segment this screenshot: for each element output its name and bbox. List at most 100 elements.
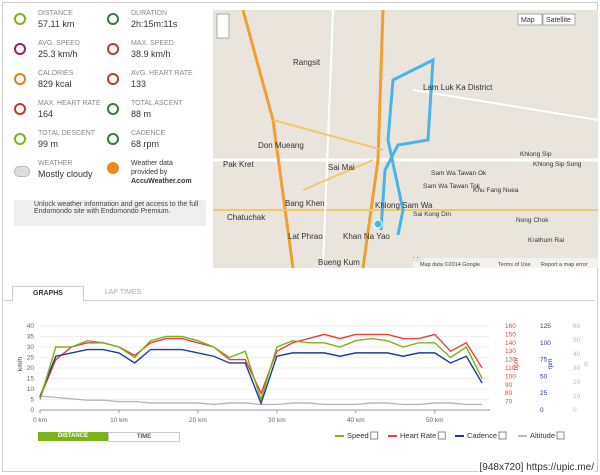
y-tick-label: 10	[573, 393, 581, 400]
stat-label: AVG. SPEED	[38, 40, 80, 47]
place-label: Khan Na Yao	[343, 232, 390, 241]
place-label: Krathum Rai	[528, 237, 564, 244]
y-tick-label: 100	[505, 373, 516, 380]
place-label: Khlong Sip Song	[533, 161, 582, 168]
place-label: Pak Kret	[223, 160, 254, 169]
axis-label: km/h	[17, 357, 24, 371]
stat-label: CADENCE	[131, 130, 166, 137]
y-tick-label: 150	[505, 331, 516, 338]
map-button-label[interactable]: Satellite	[546, 17, 571, 24]
stat-value: 99 m	[38, 139, 59, 149]
place-label: Bueng Kum	[318, 258, 360, 267]
axis-label: m	[583, 361, 590, 366]
map-footer-text: Map data ©2014 Google	[420, 261, 480, 268]
stat-value: 133	[131, 79, 147, 89]
y-tick-label: 110	[505, 365, 516, 372]
place-label: Rangsit	[293, 58, 321, 67]
stat-label: CALORIES	[38, 70, 74, 77]
y-tick-label: 60	[573, 323, 581, 330]
y-tick-label: 15	[27, 376, 35, 383]
stat-value: 57.11 km	[38, 19, 75, 29]
stat-label: DURATION	[131, 10, 168, 17]
y-tick-label: 30	[573, 365, 581, 372]
y-tick-label: 30	[27, 344, 35, 351]
x-tick-label: 50 km	[426, 417, 444, 424]
y-tick-label: 0	[573, 407, 577, 414]
zoom-control[interactable]	[216, 13, 230, 39]
y-tick-label: 25	[540, 390, 548, 397]
place-label: Sam Wa Tawan Ok	[431, 170, 487, 177]
stat-value: 829 kcal	[38, 79, 72, 89]
route-start	[373, 219, 383, 229]
place-label: Chatuchak	[227, 213, 266, 222]
x-tick-label: 30 km	[268, 417, 286, 424]
stat-value: 88 m	[131, 109, 152, 119]
series-line	[39, 335, 483, 402]
place-label: Bang Khen	[285, 199, 325, 208]
map-background	[213, 10, 598, 268]
stat-icon	[14, 73, 26, 85]
watermark: [948x720] https://upic.me/	[479, 462, 594, 473]
y-tick-label: 10	[27, 386, 35, 393]
stat-icon	[107, 13, 119, 25]
map-button[interactable]	[542, 13, 576, 26]
y-tick-label: 90	[505, 382, 513, 389]
legend-checkbox[interactable]	[498, 431, 507, 440]
series-line	[39, 348, 483, 406]
stat-label: TOTAL DESCENT	[38, 130, 96, 137]
map-footer-text: Report a map error	[541, 262, 588, 268]
legend-checkbox[interactable]	[556, 431, 565, 440]
provider-icon	[107, 162, 119, 174]
map: Rangsit Don Mueang Pak Kret Lam Luk Ka Dist…	[213, 10, 598, 268]
y-tick-label: 50	[540, 373, 548, 380]
y-tick-label: 160	[505, 323, 516, 330]
stat-value: 2h:15m:11s	[131, 19, 178, 29]
y-tick-label: 50	[573, 337, 581, 344]
y-tick-label: 0	[30, 407, 34, 414]
y-tick-label: 5	[30, 397, 34, 404]
stat-icon	[107, 133, 119, 145]
x-mode-button[interactable]: DISTANCE	[38, 432, 108, 441]
weather-icon	[14, 166, 30, 177]
legend-checkbox[interactable]	[370, 431, 379, 440]
tab[interactable]: LAP TIMES	[104, 289, 142, 296]
place-label: Sam Wa Tawan Tok	[423, 183, 481, 190]
place-label: Lam Luk Ka District	[423, 83, 493, 92]
y-tick-label: 70	[505, 399, 513, 406]
road	[322, 10, 334, 268]
map-button-label[interactable]: Map	[521, 17, 535, 24]
y-tick-label: 0	[540, 407, 544, 414]
legend-label: Heart Rate	[400, 431, 436, 440]
legend-label: Altitude	[530, 431, 555, 440]
stat-label: TOTAL ASCENT	[131, 100, 183, 107]
stat-value: 164	[38, 109, 54, 119]
stat-label: MAX. HEART RATE	[38, 100, 101, 107]
stat-icon	[14, 103, 26, 115]
x-mode-button[interactable]: TIME	[108, 432, 180, 442]
y-tick-label: 125	[540, 323, 551, 330]
tab[interactable]: GRAPHS	[12, 286, 84, 301]
chart: 0510152025303540km/h70809010011012013014…	[17, 323, 590, 440]
road	[302, 159, 374, 191]
premium-note: Unlock weather information and get acces…	[14, 200, 206, 226]
stats-panel: DISTANCE 57.11 km DURATION 2h:15m:11s AVG. S…	[8, 10, 208, 232]
stat-value: 38.9 km/h	[131, 49, 171, 59]
stat-icon	[14, 133, 26, 145]
place-label: Lat Phrao	[288, 232, 323, 241]
place-label: Khu Fang Nuea	[473, 187, 519, 194]
legend-checkbox[interactable]	[437, 431, 446, 440]
stat-icon	[14, 13, 26, 25]
x-tick-label: 20 km	[189, 417, 207, 424]
y-tick-label: 100	[540, 340, 551, 347]
stat-icon	[107, 43, 119, 55]
road	[361, 10, 385, 268]
y-tick-label: 20	[573, 379, 581, 386]
place-label: Nong Chok	[516, 217, 549, 224]
y-tick-label: 120	[505, 357, 516, 364]
map-button[interactable]	[517, 13, 543, 26]
axis-label: rpm	[547, 358, 554, 369]
stat-label: DISTANCE	[38, 10, 73, 17]
map-footer-text: Terms of Use	[498, 262, 530, 268]
tab-bar: GRAPHS LAP TIMES	[4, 286, 594, 301]
